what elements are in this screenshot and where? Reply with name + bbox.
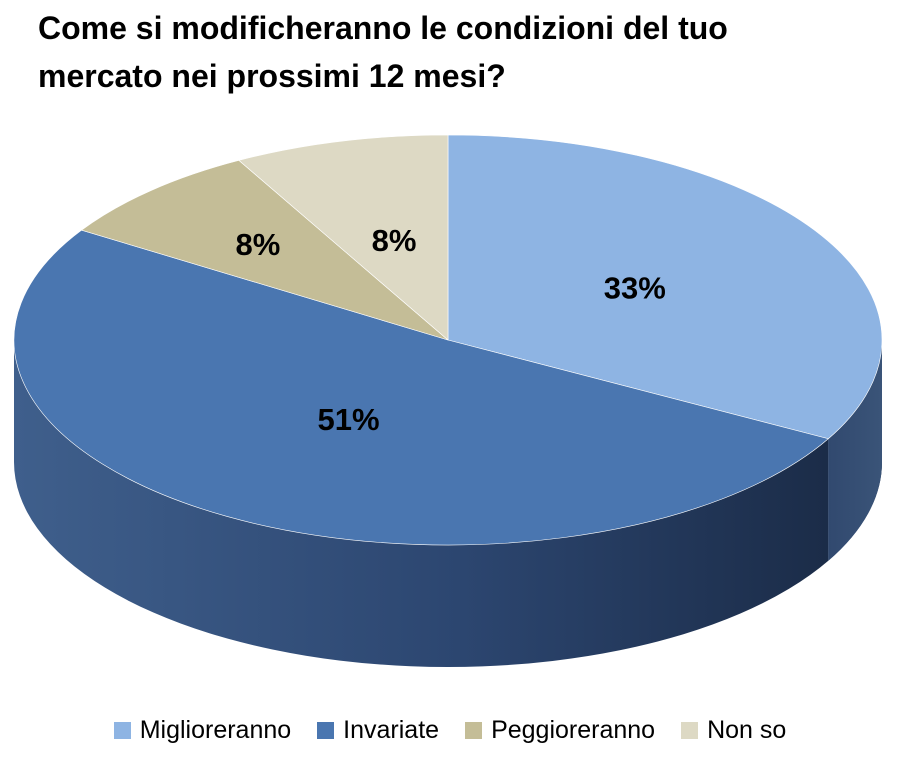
pie-slice-non-so bbox=[238, 134, 449, 341]
data-label-peggioreranno: 8% bbox=[235, 227, 280, 262]
pie-slice-miglioreranno bbox=[447, 134, 883, 440]
pie-side-edge bbox=[828, 340, 882, 561]
legend-swatch bbox=[465, 722, 483, 739]
chart-title: Come si modificheranno le condizioni del… bbox=[38, 10, 728, 94]
data-label-non-so: 8% bbox=[372, 223, 417, 258]
legend-item-invariate: Invariate bbox=[317, 716, 439, 745]
legend-label: Invariate bbox=[343, 716, 440, 744]
legend-label: Peggioreranno bbox=[491, 716, 656, 744]
legend-swatch bbox=[317, 722, 335, 739]
legend-swatch bbox=[113, 722, 131, 739]
data-label-miglioreranno: 33% bbox=[604, 270, 666, 305]
legend-item-miglioreranno: Miglioreranno bbox=[113, 716, 292, 745]
legend-swatch bbox=[681, 722, 699, 739]
legend-label: Non so bbox=[707, 716, 787, 744]
pie-side-1 bbox=[14, 340, 829, 668]
chart-legend: Miglioreranno Invariate Peggioreranno Non s… bbox=[0, 716, 900, 745]
legend-item-non-so: Non so bbox=[681, 716, 786, 745]
legend-label: Miglioreranno bbox=[139, 716, 292, 744]
pie-slice-peggioreranno bbox=[80, 160, 449, 341]
pie-slice-invariate bbox=[13, 229, 829, 546]
data-label-invariate: 51% bbox=[318, 402, 380, 437]
legend-item-peggioreranno: Peggioreranno bbox=[465, 716, 655, 745]
